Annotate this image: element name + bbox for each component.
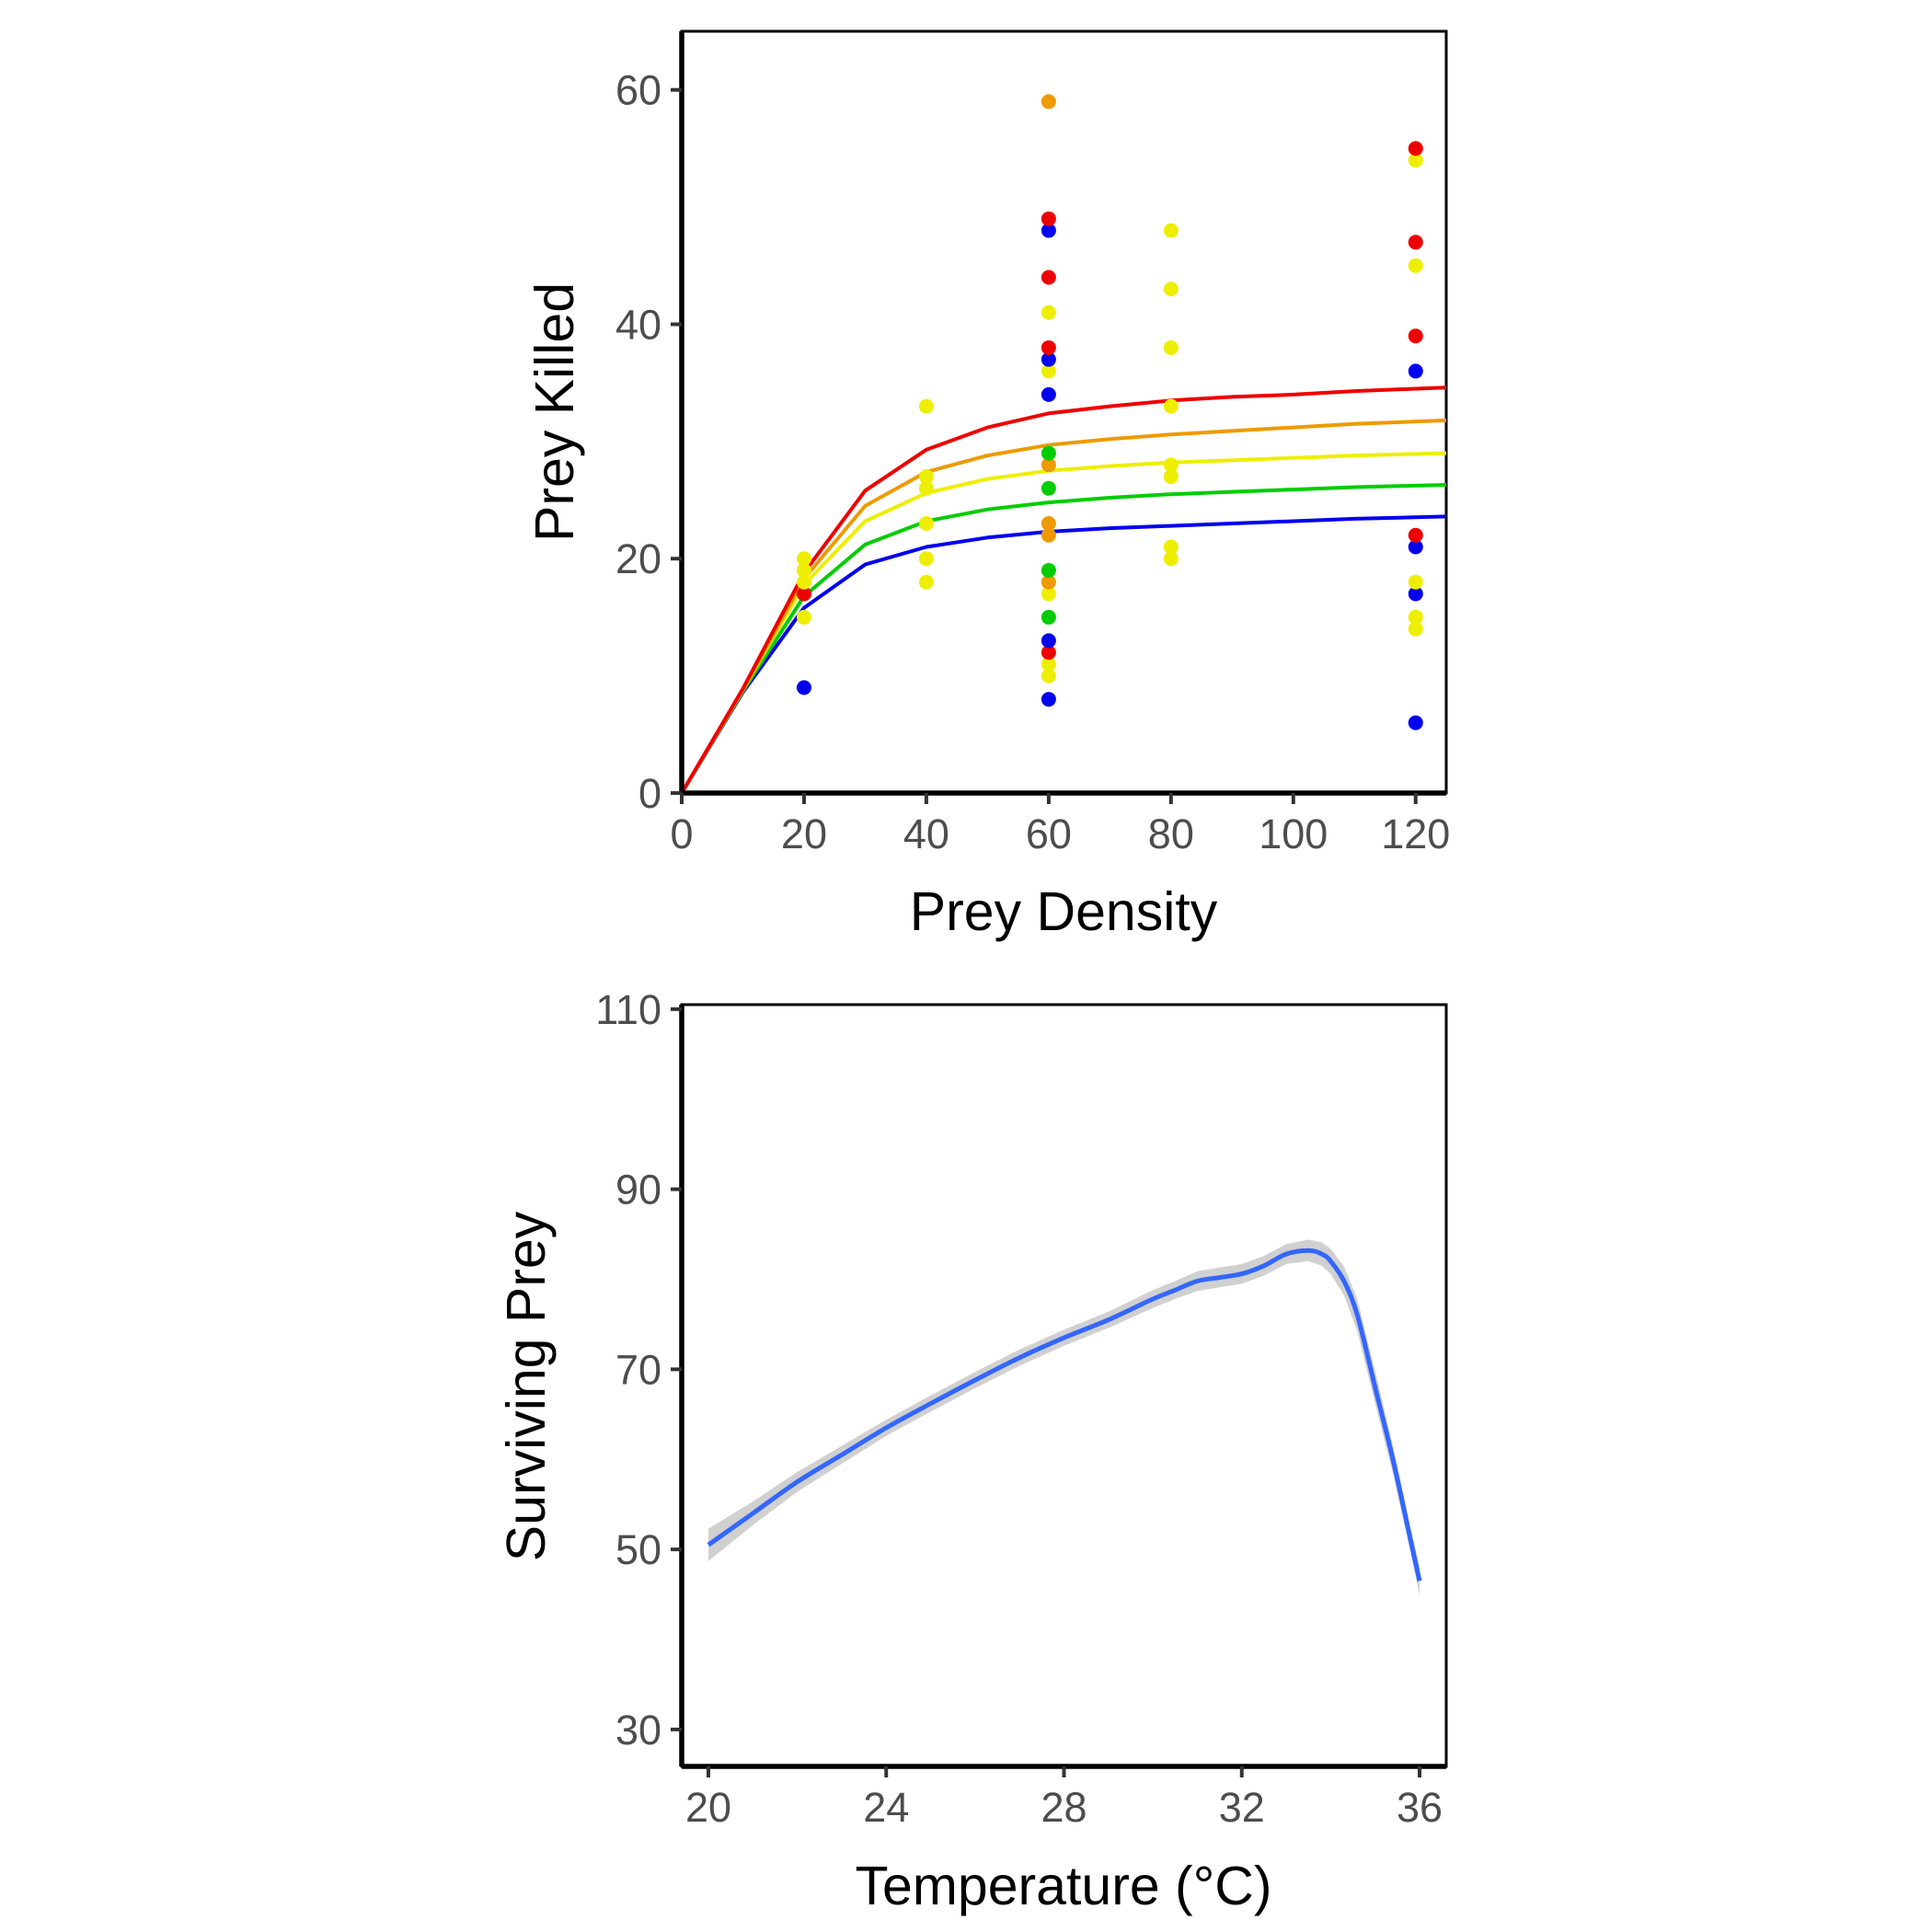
y-tick-label: 20 bbox=[615, 535, 661, 582]
data-point bbox=[796, 586, 811, 602]
data-point bbox=[1041, 586, 1056, 602]
y-tick-label: 90 bbox=[615, 1167, 661, 1213]
y-tick-label: 30 bbox=[615, 1707, 661, 1754]
fitted-curve bbox=[680, 514, 1447, 795]
x-tick-label: 20 bbox=[781, 811, 827, 857]
data-point bbox=[1041, 668, 1056, 684]
plot-panel-border bbox=[680, 1003, 1448, 1768]
data-point bbox=[1408, 574, 1423, 590]
x-tick-label: 32 bbox=[1219, 1784, 1265, 1831]
y-tick-label: 110 bbox=[595, 986, 661, 1033]
y-axis-title: Surviving Prey bbox=[496, 1211, 557, 1561]
data-point bbox=[1041, 305, 1056, 320]
data-point bbox=[1041, 351, 1056, 367]
data-point bbox=[1408, 328, 1423, 344]
x-tick-label: 100 bbox=[1259, 811, 1328, 857]
confidence-band bbox=[708, 1239, 1420, 1595]
data-point bbox=[1408, 153, 1423, 168]
data-point bbox=[1163, 469, 1179, 485]
x-tick-label: 0 bbox=[670, 811, 693, 857]
data-point bbox=[1408, 527, 1423, 543]
data-point bbox=[1163, 457, 1179, 473]
data-point bbox=[1408, 539, 1423, 555]
data-point bbox=[1041, 386, 1056, 402]
x-axis-title: Prey Density bbox=[910, 881, 1218, 942]
data-point bbox=[1041, 633, 1056, 649]
data-point bbox=[1041, 457, 1056, 473]
x-axis-title: Temperature (°C) bbox=[855, 1856, 1271, 1916]
fitted-curve bbox=[680, 451, 1447, 795]
x-tick-label: 28 bbox=[1041, 1784, 1087, 1831]
data-point bbox=[796, 551, 811, 567]
data-point bbox=[1408, 363, 1423, 379]
x-tick-label: 36 bbox=[1397, 1784, 1443, 1831]
data-point bbox=[1041, 527, 1056, 543]
y-axis-title: Prey Killed bbox=[524, 282, 585, 542]
y-ticks: 30 50 70 90 110 bbox=[595, 986, 682, 1754]
y-tick-label: 50 bbox=[615, 1526, 661, 1573]
data-point bbox=[1041, 516, 1056, 532]
data-point bbox=[1408, 715, 1423, 730]
data-point bbox=[918, 480, 934, 496]
fitted-curves bbox=[680, 385, 1447, 795]
data-point bbox=[1041, 562, 1056, 578]
fitted-curve bbox=[680, 385, 1447, 795]
y-tick-label: 0 bbox=[638, 770, 661, 817]
y-tick-label: 70 bbox=[615, 1346, 661, 1393]
data-point bbox=[1041, 692, 1056, 707]
data-point bbox=[1041, 270, 1056, 285]
data-point bbox=[796, 609, 811, 625]
data-point bbox=[796, 562, 811, 578]
x-ticks: 0 20 40 60 80 100 120 bbox=[670, 793, 1450, 857]
data-point bbox=[1163, 339, 1179, 355]
data-point bbox=[1041, 645, 1056, 661]
functional-response-chart: 0 20 40 60 80 100 120 0 20 40 60 Prey Density Pre… bbox=[524, 29, 1450, 942]
data-point bbox=[796, 574, 811, 590]
data-point bbox=[1041, 656, 1056, 672]
data-point bbox=[1163, 551, 1179, 567]
x-tick-label: 120 bbox=[1381, 811, 1450, 857]
data-point bbox=[1408, 621, 1423, 637]
data-point bbox=[1163, 282, 1179, 297]
data-point bbox=[1041, 339, 1056, 355]
x-ticks: 20 24 28 32 36 bbox=[685, 1766, 1443, 1831]
data-point bbox=[1408, 609, 1423, 625]
x-tick-label: 60 bbox=[1026, 811, 1072, 857]
x-tick-label: 80 bbox=[1148, 811, 1194, 857]
data-points bbox=[796, 94, 1423, 730]
data-point bbox=[796, 680, 811, 696]
x-tick-label: 24 bbox=[863, 1784, 909, 1831]
x-tick-label: 20 bbox=[685, 1784, 731, 1831]
data-point bbox=[1408, 258, 1423, 273]
y-ticks: 0 20 40 60 bbox=[615, 67, 682, 817]
data-point bbox=[1408, 586, 1423, 602]
data-point bbox=[918, 398, 934, 414]
y-tick-label: 40 bbox=[615, 301, 661, 348]
data-point bbox=[1041, 445, 1056, 461]
data-point bbox=[1041, 211, 1056, 226]
data-point bbox=[1041, 480, 1056, 496]
data-point bbox=[1408, 141, 1423, 156]
data-point bbox=[918, 574, 934, 590]
data-point bbox=[1041, 223, 1056, 238]
data-point bbox=[918, 551, 934, 567]
data-point bbox=[1163, 398, 1179, 414]
smoothed-line bbox=[707, 1248, 1422, 1581]
x-tick-label: 40 bbox=[903, 811, 949, 857]
data-point bbox=[918, 469, 934, 485]
data-point bbox=[1041, 574, 1056, 590]
y-tick-label: 60 bbox=[615, 67, 661, 114]
data-point bbox=[1163, 539, 1179, 555]
data-point bbox=[1041, 363, 1056, 379]
data-point bbox=[1408, 235, 1423, 250]
data-point bbox=[1041, 94, 1056, 109]
data-point bbox=[1041, 609, 1056, 625]
data-point bbox=[918, 516, 934, 532]
data-point bbox=[1163, 223, 1179, 238]
